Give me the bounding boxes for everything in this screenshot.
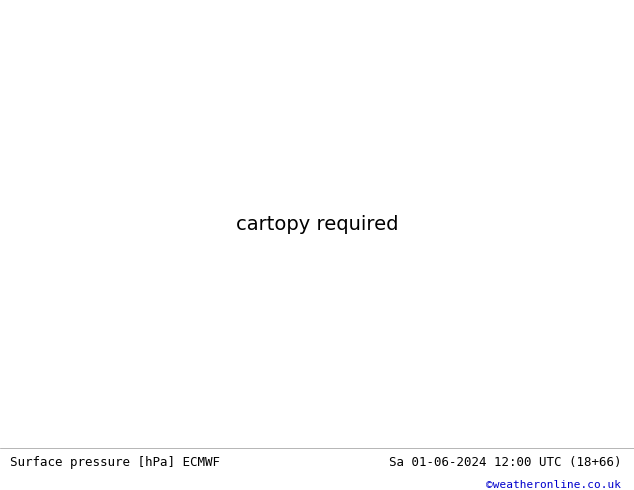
Text: ©weatheronline.co.uk: ©weatheronline.co.uk bbox=[486, 480, 621, 490]
Text: Sa 01-06-2024 12:00 UTC (18+66): Sa 01-06-2024 12:00 UTC (18+66) bbox=[389, 456, 621, 469]
Text: cartopy required: cartopy required bbox=[236, 215, 398, 234]
Text: Surface pressure [hPa] ECMWF: Surface pressure [hPa] ECMWF bbox=[10, 456, 219, 469]
